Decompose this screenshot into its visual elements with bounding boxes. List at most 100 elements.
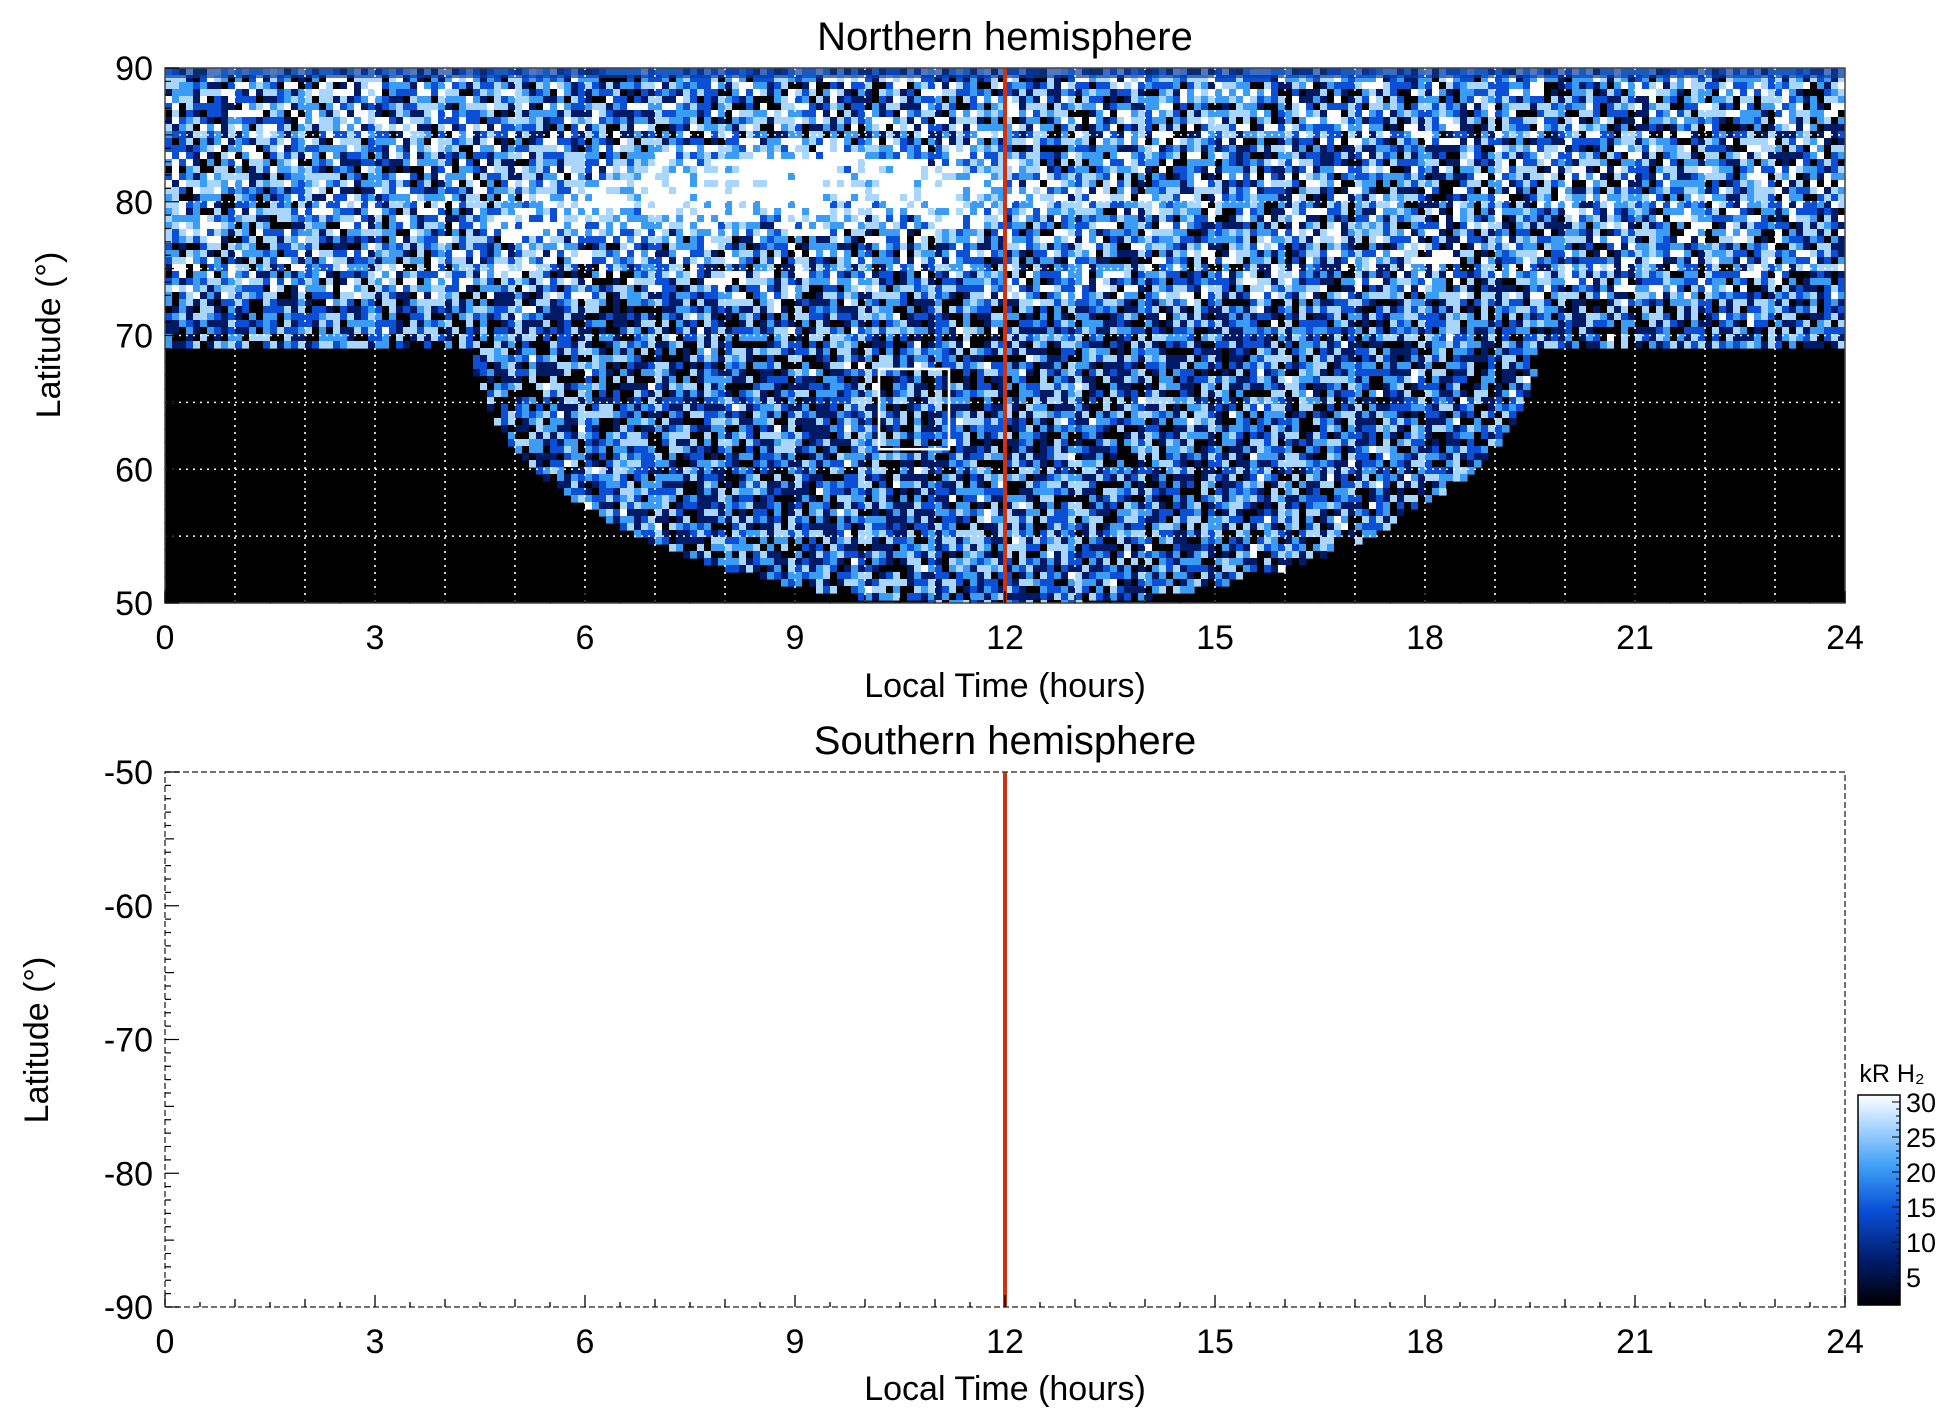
heatmap-cell — [466, 173, 474, 181]
heatmap-cell — [781, 453, 789, 461]
heatmap-cell — [718, 250, 726, 258]
heatmap-cell — [648, 110, 656, 118]
heatmap-cell — [767, 320, 775, 328]
heatmap-cell — [627, 355, 635, 363]
heatmap-cell — [753, 432, 761, 440]
heatmap-cell — [368, 285, 376, 293]
heatmap-cell — [795, 425, 803, 433]
heatmap-cell — [312, 334, 320, 342]
heatmap-cell — [774, 341, 782, 349]
heatmap-cell — [753, 145, 761, 153]
heatmap-cell — [193, 222, 201, 230]
heatmap-cell — [466, 320, 474, 328]
heatmap-cell — [774, 96, 782, 104]
heatmap-cell — [571, 432, 579, 440]
heatmap-cell — [669, 173, 677, 181]
heatmap-cell — [564, 341, 572, 349]
heatmap-cell — [690, 348, 698, 356]
heatmap-cell — [354, 306, 362, 314]
heatmap-cell — [711, 558, 719, 566]
heatmap-cell — [725, 306, 733, 314]
heatmap-cell — [655, 474, 663, 482]
heatmap-cell — [795, 516, 803, 524]
heatmap-cell — [536, 82, 544, 90]
heatmap-cell — [242, 89, 250, 97]
heatmap-cell — [655, 145, 663, 153]
heatmap-cell — [774, 110, 782, 118]
heatmap-cell — [347, 257, 355, 265]
heatmap-cell — [410, 110, 418, 118]
heatmap-cell — [473, 89, 481, 97]
heatmap-cell — [424, 299, 432, 307]
heatmap-cell — [242, 131, 250, 139]
heatmap-cell — [179, 103, 187, 111]
heatmap-cell — [249, 236, 257, 244]
heatmap-cell — [627, 320, 635, 328]
heatmap-cell — [648, 313, 656, 321]
heatmap-cell — [795, 481, 803, 489]
heatmap-cell — [256, 152, 264, 160]
heatmap-cell — [228, 159, 236, 167]
heatmap-cell — [242, 257, 250, 265]
heatmap-cell — [249, 82, 257, 90]
heatmap-cell — [718, 243, 726, 251]
heatmap-cell — [676, 96, 684, 104]
heatmap-cell — [403, 159, 411, 167]
heatmap-cell — [767, 159, 775, 167]
heatmap-cell — [669, 152, 677, 160]
heatmap-cell — [767, 117, 775, 125]
heatmap-cell — [676, 397, 684, 405]
heatmap-cell — [571, 285, 579, 293]
heatmap-cell — [732, 481, 740, 489]
heatmap-cell — [179, 173, 187, 181]
heatmap-cell — [326, 124, 334, 132]
heatmap-cell — [529, 201, 537, 209]
heatmap-cell — [795, 502, 803, 510]
heatmap-cell — [431, 96, 439, 104]
heatmap-cell — [249, 271, 257, 279]
heatmap-cell — [788, 341, 796, 349]
heatmap-cell — [242, 250, 250, 258]
heatmap-cell — [522, 250, 530, 258]
heatmap-cell — [704, 334, 712, 342]
heatmap-cell — [599, 117, 607, 125]
heatmap-cell — [725, 551, 733, 559]
heatmap-cell — [480, 341, 488, 349]
heatmap-cell — [179, 110, 187, 118]
heatmap-cell — [760, 327, 768, 335]
heatmap-cell — [480, 243, 488, 251]
heatmap-cell — [207, 152, 215, 160]
heatmap-cell — [676, 474, 684, 482]
heatmap-cell — [725, 292, 733, 300]
heatmap-cell — [781, 404, 789, 412]
heatmap-cell — [431, 173, 439, 181]
heatmap-cell — [291, 173, 299, 181]
heatmap-cell — [676, 313, 684, 321]
heatmap-cell — [767, 572, 775, 580]
heatmap-cell — [501, 124, 509, 132]
heatmap-cell — [704, 355, 712, 363]
heatmap-cell — [249, 89, 257, 97]
heatmap-cell — [760, 397, 768, 405]
heatmap-cell — [795, 565, 803, 573]
heatmap-cell — [795, 495, 803, 503]
heatmap-cell — [718, 110, 726, 118]
heatmap-cell — [781, 117, 789, 125]
heatmap-cell — [753, 523, 761, 531]
heatmap-cell — [795, 530, 803, 538]
heatmap-cell — [291, 285, 299, 293]
heatmap-cell — [697, 404, 705, 412]
heatmap-cell — [760, 376, 768, 384]
heatmap-cell — [606, 390, 614, 398]
heatmap-cell — [284, 166, 292, 174]
heatmap-cell — [767, 558, 775, 566]
heatmap-cell — [277, 313, 285, 321]
heatmap-cell — [718, 481, 726, 489]
heatmap-cell — [711, 75, 719, 83]
heatmap-cell — [424, 215, 432, 223]
heatmap-cell — [347, 75, 355, 83]
heatmap-cell — [809, 516, 817, 524]
heatmap-cell — [599, 278, 607, 286]
heatmap-cell — [347, 271, 355, 279]
